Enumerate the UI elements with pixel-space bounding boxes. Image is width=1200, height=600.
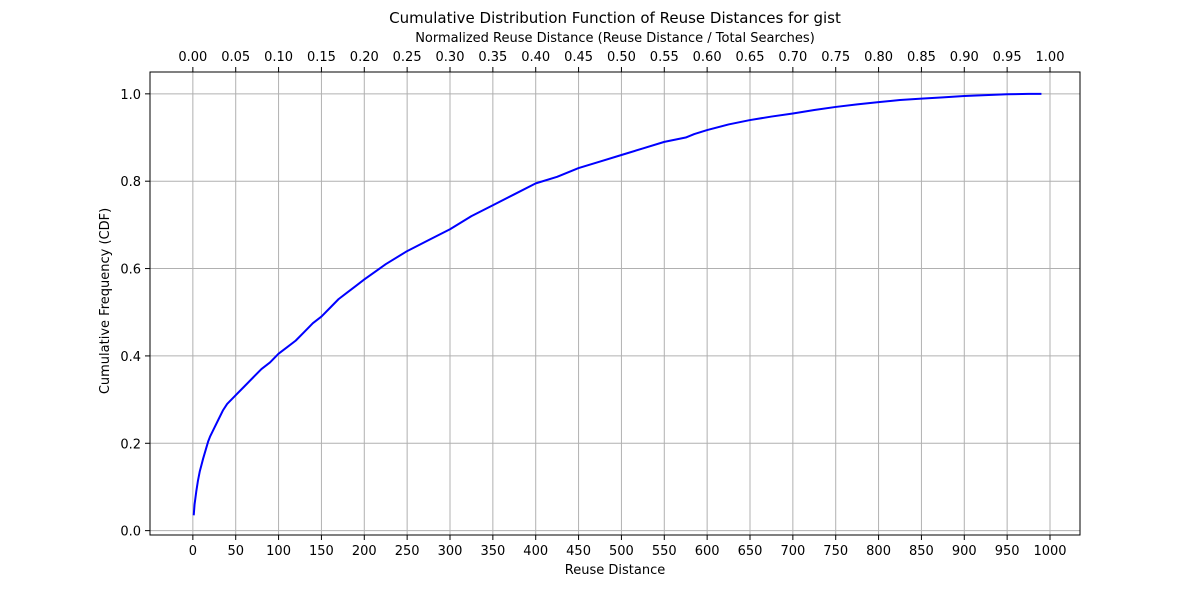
y-axis-label: Cumulative Frequency (CDF) (98, 208, 113, 394)
x-tick-label: 150 (309, 544, 334, 559)
x-tick-label: 350 (480, 544, 505, 559)
top-x-tick-label: 0.05 (221, 50, 250, 65)
top-x-tick-label: 0.95 (993, 50, 1022, 65)
x-tick-label: 500 (609, 544, 634, 559)
top-x-tick-label: 0.90 (950, 50, 979, 65)
top-x-tick-label: 0.60 (693, 50, 722, 65)
x-tick-label: 450 (566, 544, 591, 559)
y-tick-label: 1.0 (120, 88, 141, 103)
grid-layer (150, 72, 1080, 535)
y-tick-label: 0.4 (120, 350, 141, 365)
y-tick-label: 0.8 (120, 175, 141, 190)
top-x-tick-label: 0.15 (307, 50, 336, 65)
x-tick-label: 0 (189, 544, 197, 559)
x-tick-label: 250 (395, 544, 420, 559)
chart-title: Cumulative Distribution Function of Reus… (389, 9, 841, 27)
x-tick-label: 50 (227, 544, 244, 559)
secondary-x-axis-label: Normalized Reuse Distance (Reuse Distanc… (415, 31, 815, 46)
top-x-tick-label: 0.80 (864, 50, 893, 65)
top-x-tick-label: 0.85 (907, 50, 936, 65)
x-tick-label: 650 (738, 544, 763, 559)
x-tick-label: 1000 (1033, 544, 1066, 559)
x-tick-label: 900 (952, 544, 977, 559)
top-x-tick-label: 0.45 (564, 50, 593, 65)
x-tick-label: 550 (652, 544, 677, 559)
top-x-tick-label: 0.00 (178, 50, 207, 65)
ticks-layer: 0 50 100 150 200 250 300 350 400 450 500 550 600 650 7… (120, 50, 1066, 559)
x-tick-label: 400 (523, 544, 548, 559)
x-tick-label: 100 (266, 544, 291, 559)
y-tick-label: 0.6 (120, 263, 141, 278)
top-x-tick-label: 0.50 (607, 50, 636, 65)
top-x-tick-label: 0.70 (778, 50, 807, 65)
x-axis-label: Reuse Distance (565, 563, 665, 578)
x-tick-label: 850 (909, 544, 934, 559)
x-tick-label: 300 (438, 544, 463, 559)
x-tick-label: 600 (695, 544, 720, 559)
plot-frame (149, 71, 1081, 536)
top-x-tick-label: 0.20 (350, 50, 379, 65)
x-tick-label: 200 (352, 544, 377, 559)
y-tick-label: 0.0 (120, 525, 141, 540)
top-x-tick-label: 0.40 (521, 50, 550, 65)
top-x-tick-label: 0.75 (821, 50, 850, 65)
x-tick-label: 800 (866, 544, 891, 559)
y-tick-label: 0.2 (120, 437, 141, 452)
top-x-tick-label: 0.30 (436, 50, 465, 65)
top-x-tick-label: 0.65 (736, 50, 765, 65)
top-x-tick-label: 0.55 (650, 50, 679, 65)
top-x-tick-label: 0.25 (393, 50, 422, 65)
cdf-series-line (192, 92, 1042, 516)
x-tick-label: 700 (780, 544, 805, 559)
top-x-tick-label: 0.10 (264, 50, 293, 65)
x-tick-label: 750 (823, 544, 848, 559)
top-x-tick-label: 1.00 (1036, 50, 1065, 65)
x-tick-label: 950 (995, 544, 1020, 559)
series-layer (192, 92, 1042, 516)
top-x-tick-label: 0.35 (478, 50, 507, 65)
